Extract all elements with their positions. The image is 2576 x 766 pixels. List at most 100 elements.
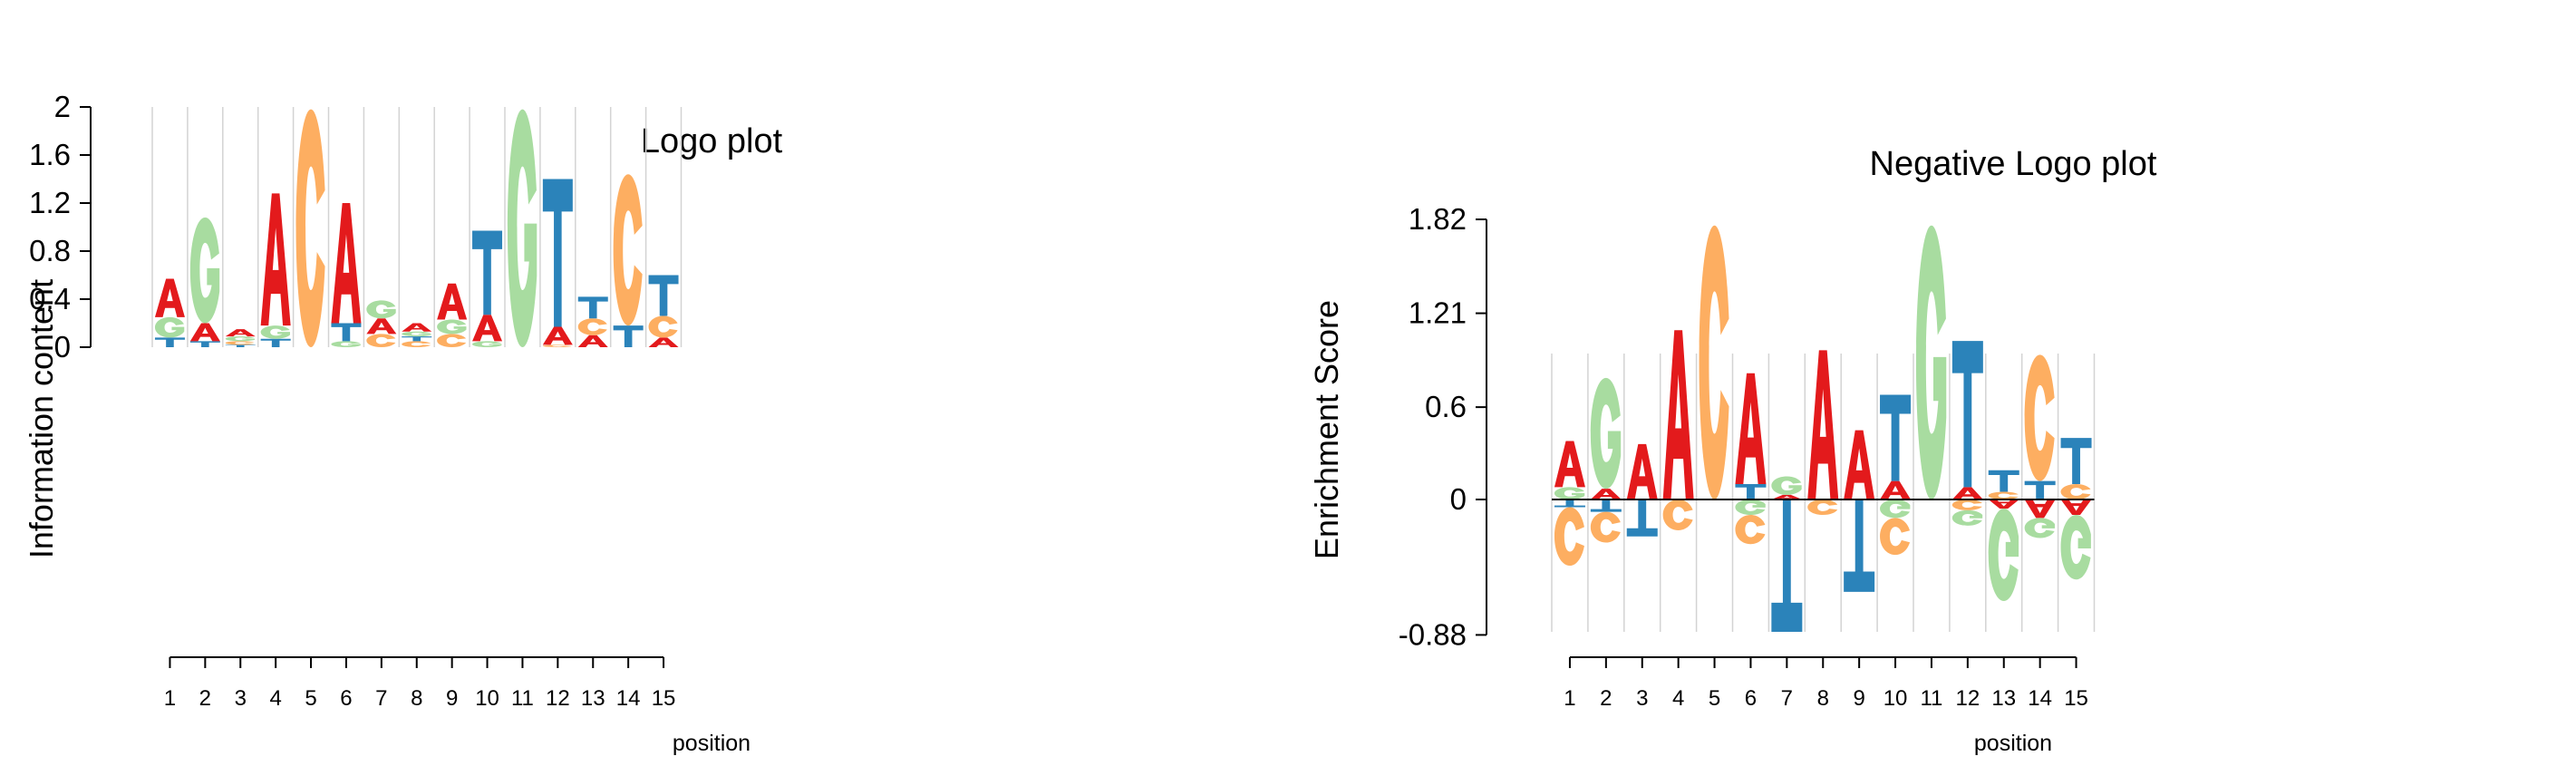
letter-C bbox=[366, 334, 396, 347]
x-tick-label: 14 bbox=[2028, 686, 2052, 711]
letter-T bbox=[402, 336, 432, 342]
x-tick-label: 11 bbox=[1920, 686, 1942, 711]
letter-T bbox=[472, 230, 503, 315]
letter-G-negative bbox=[2024, 518, 2055, 538]
letter-T-negative bbox=[1590, 499, 1622, 512]
letter-C bbox=[402, 341, 431, 347]
x-tick-label: 15 bbox=[652, 686, 676, 711]
letter-C bbox=[2024, 354, 2055, 481]
letter-A bbox=[1807, 350, 1839, 499]
letter-A bbox=[260, 193, 291, 326]
x-tick-label: 7 bbox=[375, 686, 387, 711]
x-tick-label: 6 bbox=[1745, 686, 1757, 711]
x-tick-label: 12 bbox=[546, 686, 570, 711]
letter-G-negative bbox=[2060, 514, 2091, 580]
letter-T bbox=[613, 325, 644, 347]
negative-logo-plot-y-axis: -0.88 0 0.6 1.21 1.82 bbox=[1399, 202, 1487, 651]
x-tick-label: 9 bbox=[1853, 686, 1864, 711]
letter-C-negative bbox=[1951, 499, 1982, 510]
letter-G bbox=[189, 217, 220, 324]
letter-A-negative bbox=[2024, 499, 2056, 519]
negative-logo-plot-separators bbox=[1551, 354, 2096, 632]
y-tick-label: 1.2 bbox=[29, 186, 71, 219]
x-tick-label: 5 bbox=[305, 686, 316, 711]
x-tick-label: 7 bbox=[1781, 686, 1793, 711]
letter-A bbox=[1590, 489, 1622, 499]
y-tick-label: 0.6 bbox=[1425, 390, 1467, 423]
letter-A bbox=[366, 318, 397, 335]
letter-C-negative bbox=[1554, 507, 1584, 567]
x-tick-label: 1 bbox=[164, 686, 176, 711]
x-tick-label: 2 bbox=[1600, 686, 1612, 711]
letter-A-negative bbox=[1988, 499, 2019, 509]
y-tick-label: -0.88 bbox=[1399, 617, 1467, 651]
letter-G bbox=[225, 336, 256, 342]
x-tick-label: 11 bbox=[511, 686, 534, 711]
x-tick-label: 13 bbox=[1991, 686, 2016, 711]
letter-C bbox=[542, 344, 572, 347]
letter-C-negative bbox=[1735, 514, 1766, 545]
y-tick-label: 1.6 bbox=[29, 138, 71, 171]
letter-T bbox=[1735, 484, 1767, 499]
x-tick-label: 3 bbox=[1636, 686, 1648, 711]
letter-C bbox=[295, 109, 325, 348]
letter-A bbox=[1662, 330, 1694, 499]
letter-G bbox=[260, 325, 290, 339]
letter-T bbox=[542, 179, 573, 327]
letter-C-negative bbox=[1807, 499, 1838, 515]
negative-logo-plot-panel: Negative Logo plot Enrichment Score posi… bbox=[1308, 145, 2157, 756]
letter-C-negative bbox=[1590, 511, 1621, 543]
letter-C bbox=[648, 315, 678, 338]
x-tick-label: 9 bbox=[446, 686, 458, 711]
x-tick-label: 2 bbox=[199, 686, 211, 711]
logo-plot-y-axis-label: Information content bbox=[23, 279, 60, 558]
x-tick-label: 13 bbox=[581, 686, 605, 711]
letter-T bbox=[331, 323, 362, 342]
x-tick-label: 14 bbox=[616, 686, 641, 711]
logo-plot-x-axis-label: position bbox=[673, 731, 751, 756]
letter-A bbox=[402, 323, 432, 332]
letter-T bbox=[2060, 438, 2092, 485]
y-tick-label: 1.82 bbox=[1409, 202, 1467, 236]
y-tick-label: 0 bbox=[54, 330, 71, 364]
letter-G bbox=[366, 300, 396, 319]
y-tick-label: 0 bbox=[1450, 482, 1467, 516]
letter-T-negative bbox=[1844, 499, 1875, 592]
letter-A bbox=[472, 315, 503, 342]
letter-A-negative bbox=[2060, 499, 2092, 515]
x-tick-label: 8 bbox=[411, 686, 422, 711]
letter-T bbox=[1988, 470, 2019, 492]
x-tick-label: 10 bbox=[1884, 686, 1908, 711]
logo-plot-separators bbox=[151, 107, 683, 347]
negative-logo-plot-x-axis-label: position bbox=[1974, 731, 2052, 756]
letter-C-negative bbox=[1880, 518, 1911, 556]
letter-G-negative bbox=[1951, 509, 1983, 526]
x-tick-label: 12 bbox=[1955, 686, 1980, 711]
letter-T-negative bbox=[1771, 499, 1803, 633]
letter-T bbox=[189, 341, 220, 347]
letter-A bbox=[1951, 487, 1983, 499]
x-tick-label: 4 bbox=[1672, 686, 1684, 711]
letter-C bbox=[225, 341, 255, 345]
x-tick-label: 6 bbox=[340, 686, 352, 711]
letter-C bbox=[1988, 491, 2019, 499]
logo-plot-title: Logo plot bbox=[641, 122, 783, 160]
letter-G bbox=[1771, 476, 1802, 495]
logo-plot-panel: Logo plot Information content position 0… bbox=[23, 90, 783, 756]
letter-A bbox=[1626, 443, 1658, 499]
letter-G bbox=[472, 341, 502, 347]
y-tick-label: 1.21 bbox=[1409, 296, 1467, 330]
letter-G bbox=[437, 319, 467, 335]
logo-plot-x-axis: 1 2 3 4 5 6 7 8 9 10 11 12 13 14 15 bbox=[164, 656, 676, 711]
letter-G-negative bbox=[1988, 509, 2019, 602]
y-tick-label: 2 bbox=[54, 90, 71, 123]
letter-G bbox=[154, 316, 185, 338]
x-tick-label: 1 bbox=[1564, 686, 1575, 711]
logo-plot-y-axis: 0 0.4 0.8 1.2 1.6 2 bbox=[29, 90, 92, 364]
letter-A bbox=[1554, 441, 1585, 488]
letter-A bbox=[154, 278, 185, 317]
letter-T bbox=[1880, 394, 1912, 481]
letter-G bbox=[402, 331, 431, 337]
negative-logo-plot-letters bbox=[1554, 225, 2092, 633]
